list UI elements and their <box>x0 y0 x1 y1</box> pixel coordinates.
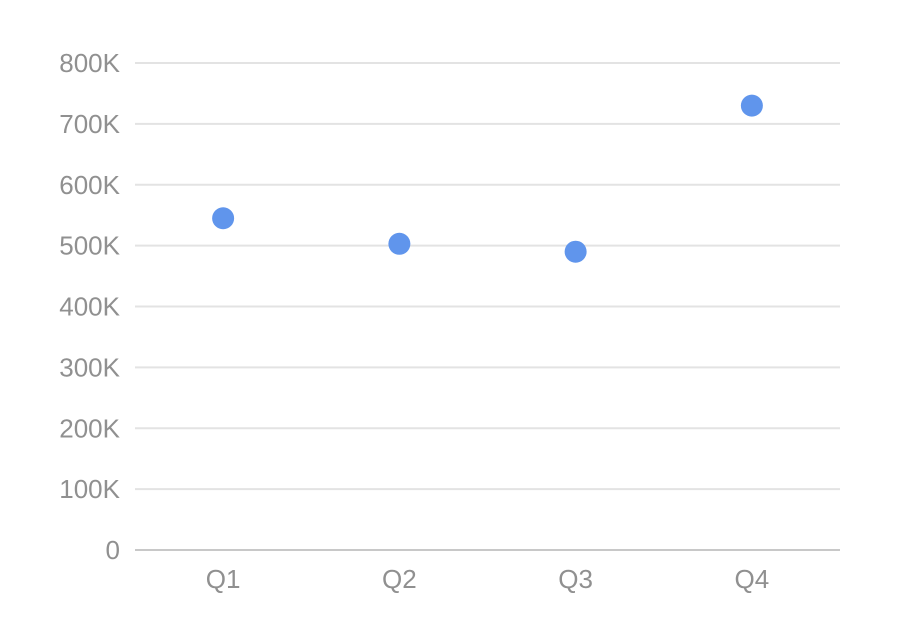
y-tick-label: 100K <box>59 474 120 504</box>
data-point-q3[interactable] <box>564 240 587 263</box>
x-tick-label: Q2 <box>382 564 417 594</box>
y-tick-label: 200K <box>59 413 120 443</box>
x-tick-label: Q3 <box>558 564 593 594</box>
y-tick-label: 600K <box>59 170 120 200</box>
data-point-q1[interactable] <box>212 207 235 230</box>
y-tick-label: 800K <box>59 48 120 78</box>
y-tick-label: 300K <box>59 352 120 382</box>
data-point-q2[interactable] <box>388 232 411 255</box>
y-tick-label: 400K <box>59 292 120 322</box>
y-tick-label: 700K <box>59 109 120 139</box>
x-tick-label: Q4 <box>735 564 770 594</box>
data-point-q4[interactable] <box>740 94 763 117</box>
y-tick-label: 0 <box>106 535 120 565</box>
y-tick-label: 500K <box>59 231 120 261</box>
x-tick-label: Q1 <box>206 564 241 594</box>
